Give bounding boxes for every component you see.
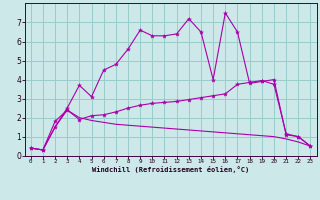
X-axis label: Windchill (Refroidissement éolien,°C): Windchill (Refroidissement éolien,°C) — [92, 166, 249, 173]
